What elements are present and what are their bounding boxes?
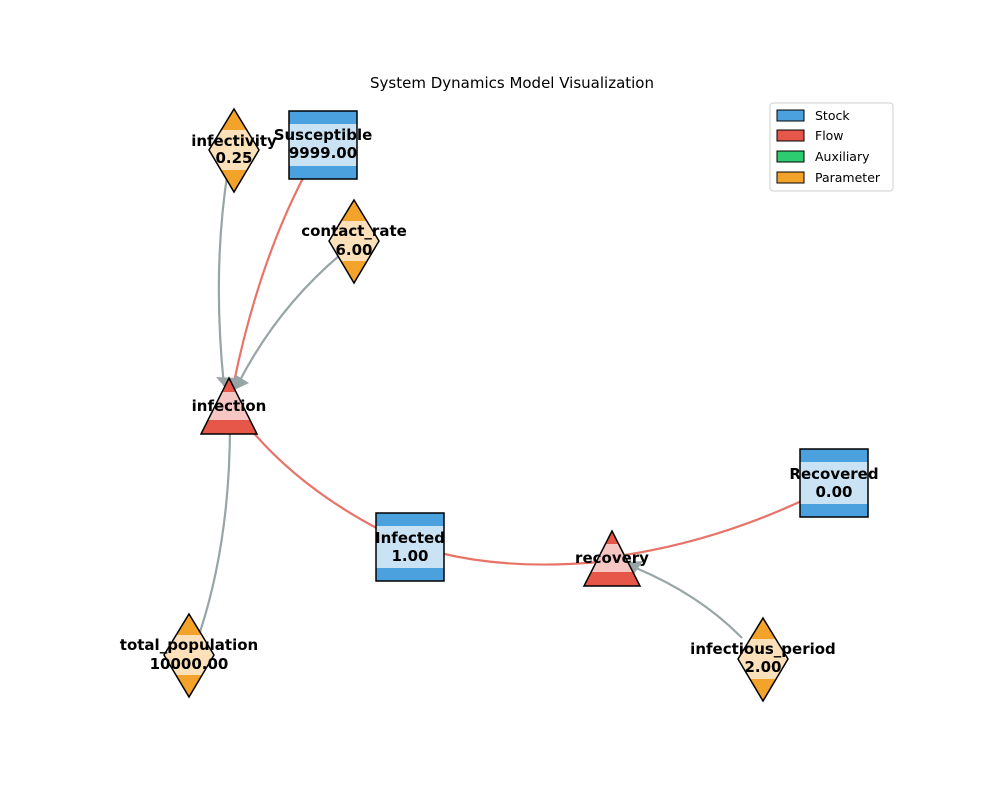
stock-node-recovered[interactable] — [799, 448, 869, 518]
edge-infection-to-infected — [246, 424, 391, 536]
infection-name: infection — [192, 397, 267, 415]
total-population-name: total_population — [120, 636, 258, 654]
node-labels: Susceptible 9999.00 Infected 1.00 Recove… — [120, 126, 879, 676]
diagram-title: System Dynamics Model Visualization — [370, 74, 654, 92]
edge-susceptible-to-infection — [230, 164, 311, 393]
legend-item-parameter: Parameter — [776, 170, 881, 185]
legend-item-stock: Stock — [776, 108, 850, 123]
infected-name: Infected — [375, 529, 445, 547]
edge-recovery-to-recovered — [624, 496, 811, 557]
contact-rate-name: contact_rate — [301, 222, 407, 240]
recovered-name: Recovered — [789, 465, 878, 483]
edge-infectivity-to-infection — [217, 169, 230, 387]
legend-item-auxiliary: Auxiliary — [776, 149, 870, 164]
parameter-node-infectivity[interactable] — [205, 107, 263, 194]
legend-label-flow: Flow — [815, 128, 844, 143]
influence-edges — [198, 169, 743, 639]
edge-contact-rate-to-infection — [235, 254, 341, 389]
edge-total-population-to-infection — [198, 424, 232, 633]
infectivity-name: infectivity — [191, 132, 277, 150]
infectious-period-name: infectious_period — [690, 640, 836, 658]
susceptible-value: 9999.00 — [289, 144, 357, 162]
total-population-value: 10000.00 — [150, 655, 229, 673]
recovery-name: recovery — [575, 549, 649, 567]
parameter-node-contact-rate[interactable] — [325, 198, 383, 285]
legend-label-parameter: Parameter — [815, 170, 881, 185]
legend: Stock Flow Auxiliary Parameter — [769, 102, 894, 192]
infectivity-value: 0.25 — [215, 149, 252, 167]
edge-infectious-period-to-recovery — [635, 566, 743, 639]
parameter-node-total-population[interactable] — [160, 612, 218, 699]
infectious-period-value: 2.00 — [744, 658, 781, 676]
legend-label-auxiliary: Auxiliary — [815, 149, 870, 164]
arrowhead-icon — [627, 561, 643, 574]
stock-node-infected[interactable] — [375, 512, 445, 582]
legend-item-flow: Flow — [776, 128, 844, 143]
susceptible-name: Susceptible — [274, 126, 373, 144]
flow-edges — [230, 164, 811, 566]
edge-infected-to-recovery — [439, 551, 601, 566]
contact-rate-value: 6.00 — [335, 241, 372, 259]
parameter-node-infectious-period[interactable] — [734, 616, 792, 703]
stock-node-susceptible[interactable] — [288, 110, 358, 180]
legend-label-stock: Stock — [815, 108, 850, 123]
arrowhead-icon — [230, 375, 249, 392]
infected-value: 1.00 — [391, 547, 428, 565]
recovered-value: 0.00 — [815, 483, 852, 501]
